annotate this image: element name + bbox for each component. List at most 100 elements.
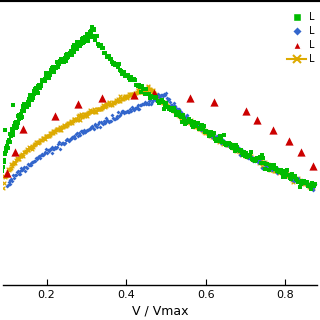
Point bbox=[254, 157, 259, 163]
Point bbox=[148, 88, 153, 93]
Point bbox=[187, 117, 192, 122]
Point bbox=[215, 136, 220, 141]
Point bbox=[25, 162, 30, 167]
Point bbox=[48, 131, 53, 136]
Point bbox=[181, 117, 186, 122]
Point bbox=[58, 124, 63, 129]
Point bbox=[76, 101, 81, 106]
Point bbox=[266, 162, 271, 167]
Point bbox=[212, 135, 217, 140]
Point bbox=[7, 137, 12, 142]
Point bbox=[292, 175, 297, 180]
Point bbox=[149, 88, 154, 93]
Point bbox=[231, 146, 236, 151]
Point bbox=[282, 170, 287, 175]
Point bbox=[39, 83, 44, 88]
Point bbox=[204, 129, 209, 134]
Point bbox=[25, 105, 30, 110]
Point bbox=[236, 148, 241, 153]
Point bbox=[185, 116, 190, 122]
Point bbox=[182, 116, 187, 121]
Point bbox=[66, 137, 71, 142]
Point bbox=[57, 59, 62, 64]
Point bbox=[300, 179, 305, 184]
Point bbox=[303, 180, 308, 185]
Point bbox=[138, 102, 143, 108]
Point bbox=[53, 66, 58, 71]
Point bbox=[254, 157, 259, 163]
Point bbox=[138, 90, 143, 95]
Point bbox=[187, 96, 192, 101]
Point bbox=[248, 154, 253, 159]
Point bbox=[54, 144, 60, 149]
Point bbox=[197, 126, 202, 132]
Point bbox=[286, 172, 292, 177]
Point bbox=[190, 119, 195, 124]
Point bbox=[124, 73, 129, 78]
Point bbox=[125, 108, 130, 113]
Point bbox=[119, 97, 124, 102]
Point bbox=[14, 155, 19, 160]
Point bbox=[66, 138, 71, 143]
Point bbox=[57, 146, 62, 151]
Point bbox=[147, 95, 152, 100]
Point bbox=[12, 124, 17, 129]
Point bbox=[193, 124, 198, 129]
Point bbox=[219, 140, 224, 145]
Point bbox=[204, 129, 210, 134]
Point bbox=[261, 161, 267, 166]
Point bbox=[76, 113, 82, 118]
Point bbox=[16, 112, 21, 117]
Point bbox=[122, 109, 127, 114]
Point bbox=[222, 140, 228, 146]
Point bbox=[208, 129, 213, 134]
Point bbox=[305, 180, 310, 185]
Point bbox=[294, 178, 299, 183]
Point bbox=[84, 112, 89, 117]
Point bbox=[198, 124, 203, 129]
Point bbox=[185, 113, 190, 118]
Point bbox=[45, 133, 51, 138]
Point bbox=[13, 160, 18, 165]
Point bbox=[124, 94, 129, 100]
Point bbox=[219, 140, 224, 145]
Point bbox=[93, 37, 98, 42]
Point bbox=[273, 167, 278, 172]
Point bbox=[136, 106, 141, 111]
Point bbox=[12, 126, 17, 131]
Point bbox=[172, 103, 177, 108]
Point bbox=[212, 135, 217, 140]
Point bbox=[291, 180, 296, 185]
Point bbox=[73, 43, 78, 48]
Point bbox=[214, 138, 219, 143]
Point bbox=[65, 121, 70, 126]
Point bbox=[154, 93, 159, 99]
Point bbox=[285, 173, 290, 178]
Point bbox=[221, 132, 227, 138]
Point bbox=[164, 100, 169, 106]
Point bbox=[117, 113, 122, 118]
Point bbox=[116, 99, 121, 104]
Point bbox=[215, 137, 220, 142]
Point bbox=[280, 170, 285, 175]
Point bbox=[68, 120, 73, 125]
Point bbox=[243, 108, 248, 113]
Point bbox=[225, 140, 230, 145]
Point bbox=[133, 91, 138, 96]
Point bbox=[26, 97, 31, 102]
Point bbox=[142, 100, 148, 105]
Point bbox=[299, 149, 304, 154]
Point bbox=[269, 166, 275, 171]
Point bbox=[86, 111, 91, 116]
Point bbox=[98, 124, 103, 129]
Point bbox=[225, 142, 230, 147]
Point bbox=[130, 77, 135, 83]
Point bbox=[190, 119, 195, 124]
Point bbox=[265, 162, 270, 167]
Point bbox=[254, 157, 260, 162]
Point bbox=[162, 101, 167, 107]
Point bbox=[37, 139, 42, 144]
Point bbox=[2, 151, 7, 156]
Point bbox=[256, 160, 261, 165]
Point bbox=[35, 140, 40, 145]
